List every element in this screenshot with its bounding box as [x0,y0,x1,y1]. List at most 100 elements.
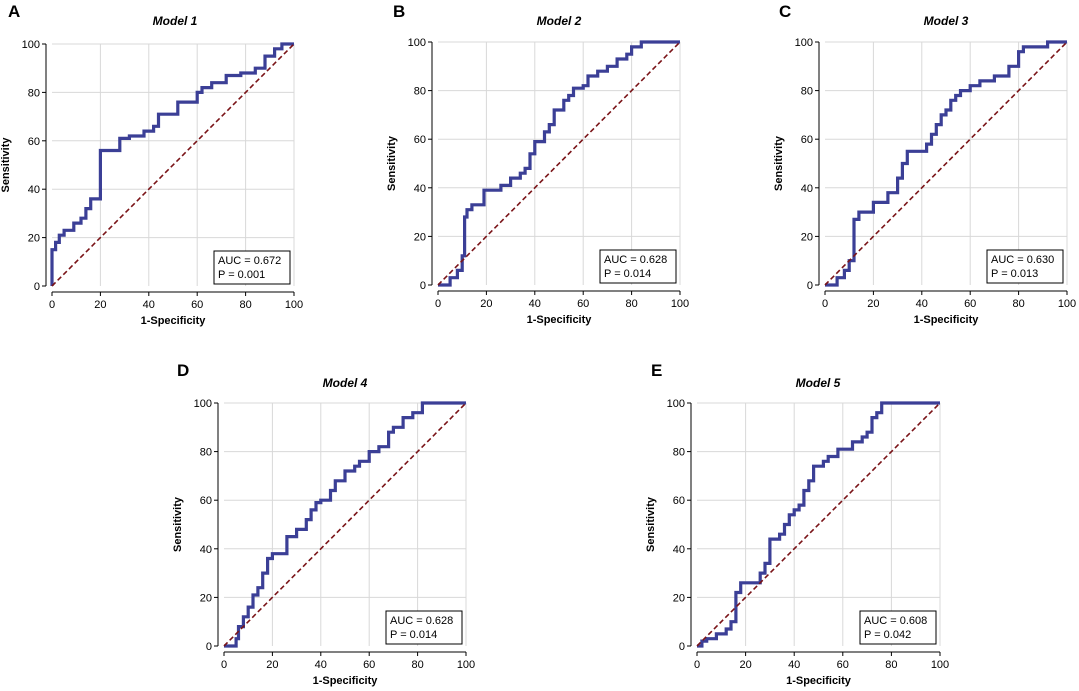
y-tick-label: 20 [673,592,685,604]
y-axis-label: Sensitivity [0,137,12,193]
x-tick-label: 40 [143,299,155,311]
roc-curve-line [825,40,1067,287]
x-tick-label: 40 [916,298,928,310]
panel-letter: C [779,2,791,21]
x-tick-label: 0 [49,299,55,311]
x-tick-label: 40 [788,659,800,671]
roc-curve-line [438,40,680,287]
x-tick-label: 0 [822,298,828,310]
y-axis-label: Sensitivity [645,496,657,552]
x-axis-label: 1-Specificity [527,314,593,326]
x-tick-label: 0 [435,298,441,310]
y-tick-label: 0 [34,281,40,293]
x-axis-label: 1-Specificity [141,315,207,327]
y-tick-label: 40 [801,183,813,195]
x-tick-label: 60 [363,659,375,671]
reference-diagonal-line [824,41,1068,286]
y-tick-label: 60 [28,136,40,148]
reference-diagonal-line [696,402,941,647]
auc-value: AUC = 0.628 [604,254,667,266]
stats-box [859,610,937,645]
p-value: P = 0.042 [864,629,911,641]
x-tick-label: 80 [1012,298,1024,310]
panel-title: Model 4 [323,376,368,390]
x-tick-label: 60 [964,298,976,310]
y-tick-label: 40 [673,544,685,556]
y-axis-label: Sensitivity [386,135,398,191]
reference-diagonal-line [51,43,295,287]
p-value: P = 0.001 [218,269,265,281]
panel-title: Model 3 [924,14,969,28]
x-tick-label: 100 [285,299,303,311]
p-value: P = 0.014 [604,268,651,280]
x-tick-label: 60 [837,659,849,671]
x-tick-label: 100 [457,659,475,671]
stats-box [599,249,677,284]
x-tick-label: 80 [885,659,897,671]
p-value: P = 0.013 [991,268,1038,280]
y-tick-label: 20 [801,231,813,243]
panel-letter: E [651,361,662,380]
y-tick-label: 60 [200,495,212,507]
y-tick-label: 60 [414,134,426,146]
y-tick-label: 100 [408,37,426,49]
x-axis-label: 1-Specificity [914,314,980,326]
y-tick-label: 40 [200,544,212,556]
panel-a: A Model 1 0 20 40 60 80 100 0 20 40 60 80 100 1-Specif… [0,2,303,327]
y-tick-label: 80 [200,447,212,459]
x-tick-label: 20 [867,298,879,310]
y-tick-label: 20 [200,592,212,604]
x-tick-label: 80 [625,298,637,310]
y-axis-label: Sensitivity [172,496,184,552]
auc-value: AUC = 0.672 [218,255,281,267]
x-tick-label: 60 [191,299,203,311]
y-tick-label: 80 [673,447,685,459]
y-tick-label: 0 [206,641,212,653]
panel-title: Model 2 [537,14,582,28]
panel-title: Model 1 [153,14,198,28]
y-tick-label: 80 [414,86,426,98]
x-tick-label: 80 [411,659,423,671]
y-tick-label: 60 [673,495,685,507]
reference-diagonal-line [437,41,681,286]
panel-e: E Model 5 0 20 40 60 80 100 0 20 40 60 80 100 1-Specif… [645,361,949,687]
reference-diagonal-line [223,402,467,647]
y-tick-label: 100 [22,39,40,51]
y-tick-label: 20 [414,231,426,243]
x-tick-label: 60 [577,298,589,310]
y-tick-label: 0 [807,280,813,292]
y-tick-label: 80 [28,87,40,99]
x-tick-label: 20 [266,659,278,671]
y-tick-label: 0 [420,280,426,292]
panel-letter: A [8,2,20,21]
roc-curve-line [697,401,940,648]
x-tick-label: 20 [739,659,751,671]
roc-curve-line [50,42,294,286]
panel-letter: D [177,361,189,380]
stats-box [986,249,1064,284]
y-tick-label: 80 [801,86,813,98]
y-axis-label: Sensitivity [773,135,785,191]
x-tick-label: 100 [671,298,689,310]
y-tick-label: 40 [28,184,40,196]
auc-value: AUC = 0.608 [864,615,927,627]
stats-box [385,610,463,645]
panel-d: D Model 4 0 20 40 60 80 100 0 20 40 60 80 100 1-Specif… [172,361,475,687]
y-tick-label: 40 [414,183,426,195]
x-tick-label: 40 [315,659,327,671]
x-tick-label: 0 [221,659,227,671]
auc-value: AUC = 0.630 [991,254,1054,266]
panel-letter: B [393,2,405,21]
roc-curve-line [224,401,466,648]
x-tick-label: 40 [529,298,541,310]
auc-value: AUC = 0.628 [390,615,453,627]
panel-b: B Model 2 0 20 40 60 80 100 0 20 40 60 80 100 1-Specif… [386,2,689,326]
panel-title: Model 5 [796,376,841,390]
y-tick-label: 100 [667,398,685,410]
y-tick-label: 100 [795,37,813,49]
y-tick-label: 0 [679,641,685,653]
y-tick-label: 20 [28,233,40,245]
stats-box [213,250,291,285]
x-axis-label: 1-Specificity [786,675,852,687]
